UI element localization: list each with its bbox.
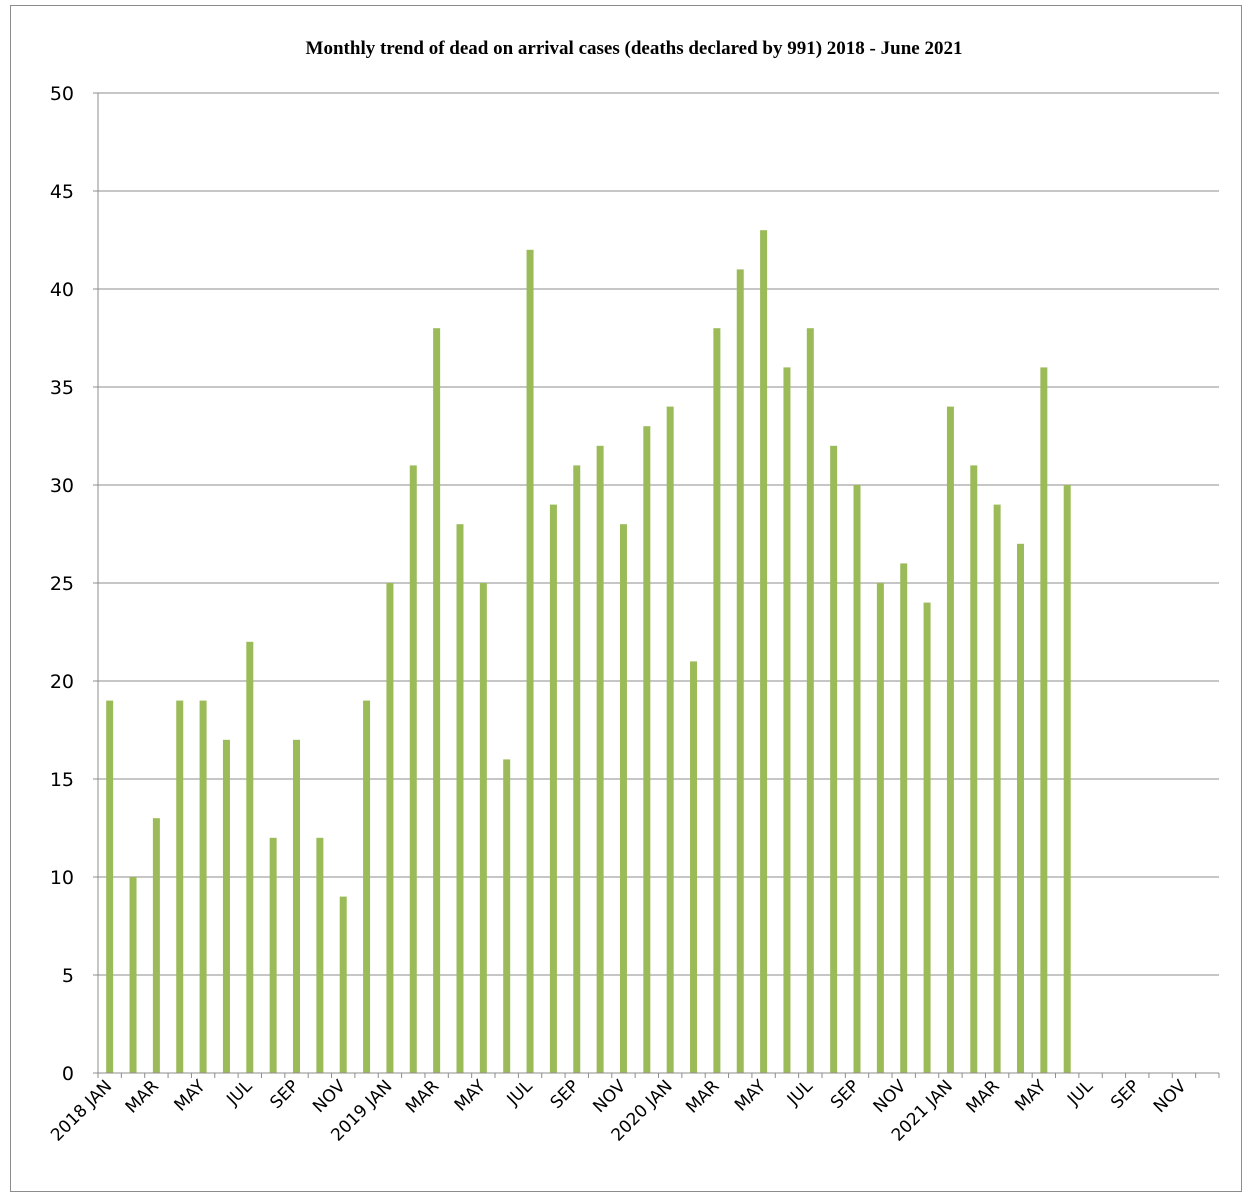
x-tick-label: MAY bbox=[170, 1076, 210, 1116]
gridlines bbox=[98, 92, 1219, 976]
y-tick-label: 15 bbox=[50, 769, 74, 791]
bar bbox=[176, 700, 184, 1073]
bar bbox=[1016, 543, 1024, 1073]
bar bbox=[736, 269, 744, 1073]
y-tick-label: 20 bbox=[50, 671, 74, 693]
y-tick-label: 45 bbox=[50, 181, 74, 203]
bar bbox=[946, 406, 954, 1074]
y-tick-label: 0 bbox=[62, 1063, 74, 1085]
bar bbox=[339, 896, 347, 1073]
y-tick-label: 40 bbox=[50, 279, 74, 301]
x-tick-label: NOV bbox=[589, 1076, 630, 1117]
bar bbox=[526, 249, 534, 1074]
x-tick-label: JUL bbox=[503, 1076, 537, 1110]
bar bbox=[900, 563, 908, 1073]
x-tick-label: 2018 JAN bbox=[47, 1076, 116, 1145]
x-tick-label: SEP bbox=[266, 1076, 303, 1113]
bar bbox=[1040, 367, 1048, 1073]
bar bbox=[293, 739, 301, 1073]
bars bbox=[106, 230, 1071, 1074]
chart-title: Monthly trend of dead on arrival cases (… bbox=[306, 38, 963, 59]
bar bbox=[269, 837, 277, 1073]
bar bbox=[643, 426, 651, 1073]
bar bbox=[806, 328, 814, 1073]
y-tick-label: 50 bbox=[50, 83, 74, 105]
bar bbox=[409, 465, 417, 1073]
x-tick-label: MAY bbox=[731, 1076, 771, 1116]
x-tick-label: NOV bbox=[309, 1076, 350, 1117]
bar bbox=[596, 445, 604, 1073]
bar bbox=[619, 524, 627, 1073]
bar bbox=[386, 583, 394, 1073]
x-tick-label: SEP bbox=[1107, 1076, 1144, 1113]
bar bbox=[503, 759, 511, 1073]
bar bbox=[479, 583, 487, 1073]
x-tick-label: JUL bbox=[222, 1076, 256, 1110]
y-axis-ticks: 0 5 10 15 20 25 30 35 40 45 50 bbox=[50, 83, 98, 1085]
y-tick-label: 5 bbox=[62, 965, 74, 987]
bar bbox=[316, 837, 324, 1073]
bar bbox=[246, 641, 254, 1073]
bar bbox=[830, 445, 838, 1073]
bar bbox=[363, 700, 371, 1073]
bar bbox=[876, 583, 884, 1073]
bar bbox=[129, 877, 137, 1073]
y-tick-label: 30 bbox=[50, 475, 74, 497]
bar bbox=[199, 700, 207, 1073]
bar bbox=[993, 504, 1001, 1074]
y-tick-label: 10 bbox=[50, 867, 74, 889]
bar bbox=[549, 504, 557, 1074]
x-tick-label: JUL bbox=[1063, 1076, 1097, 1110]
bar bbox=[666, 406, 674, 1074]
x-tick-label: MAR bbox=[402, 1076, 443, 1117]
bar bbox=[970, 465, 978, 1073]
y-tick-label: 35 bbox=[50, 377, 74, 399]
bar bbox=[783, 367, 791, 1073]
x-tick-label: NOV bbox=[870, 1076, 911, 1117]
bar bbox=[106, 700, 114, 1073]
bar bbox=[690, 661, 698, 1073]
bar bbox=[456, 524, 464, 1073]
bar bbox=[433, 328, 441, 1073]
x-tick-label: MAY bbox=[451, 1076, 491, 1116]
bar bbox=[1063, 485, 1071, 1073]
bar bbox=[573, 465, 581, 1073]
bar bbox=[713, 328, 721, 1073]
x-tick-label: MAY bbox=[1011, 1076, 1051, 1116]
bar bbox=[853, 485, 861, 1073]
x-tick-label: SEP bbox=[827, 1076, 864, 1113]
x-tick-label: NOV bbox=[1150, 1076, 1191, 1117]
x-tick-label: MAR bbox=[122, 1076, 163, 1117]
x-tick-label: SEP bbox=[547, 1076, 584, 1113]
bar bbox=[222, 739, 230, 1073]
x-tick-label: MAR bbox=[682, 1076, 723, 1117]
x-tick-label: MAR bbox=[963, 1076, 1004, 1117]
bar bbox=[923, 602, 931, 1073]
bar bbox=[760, 230, 768, 1073]
bar bbox=[152, 818, 160, 1073]
x-tick-label: JUL bbox=[783, 1076, 817, 1110]
y-tick-label: 25 bbox=[50, 573, 74, 595]
